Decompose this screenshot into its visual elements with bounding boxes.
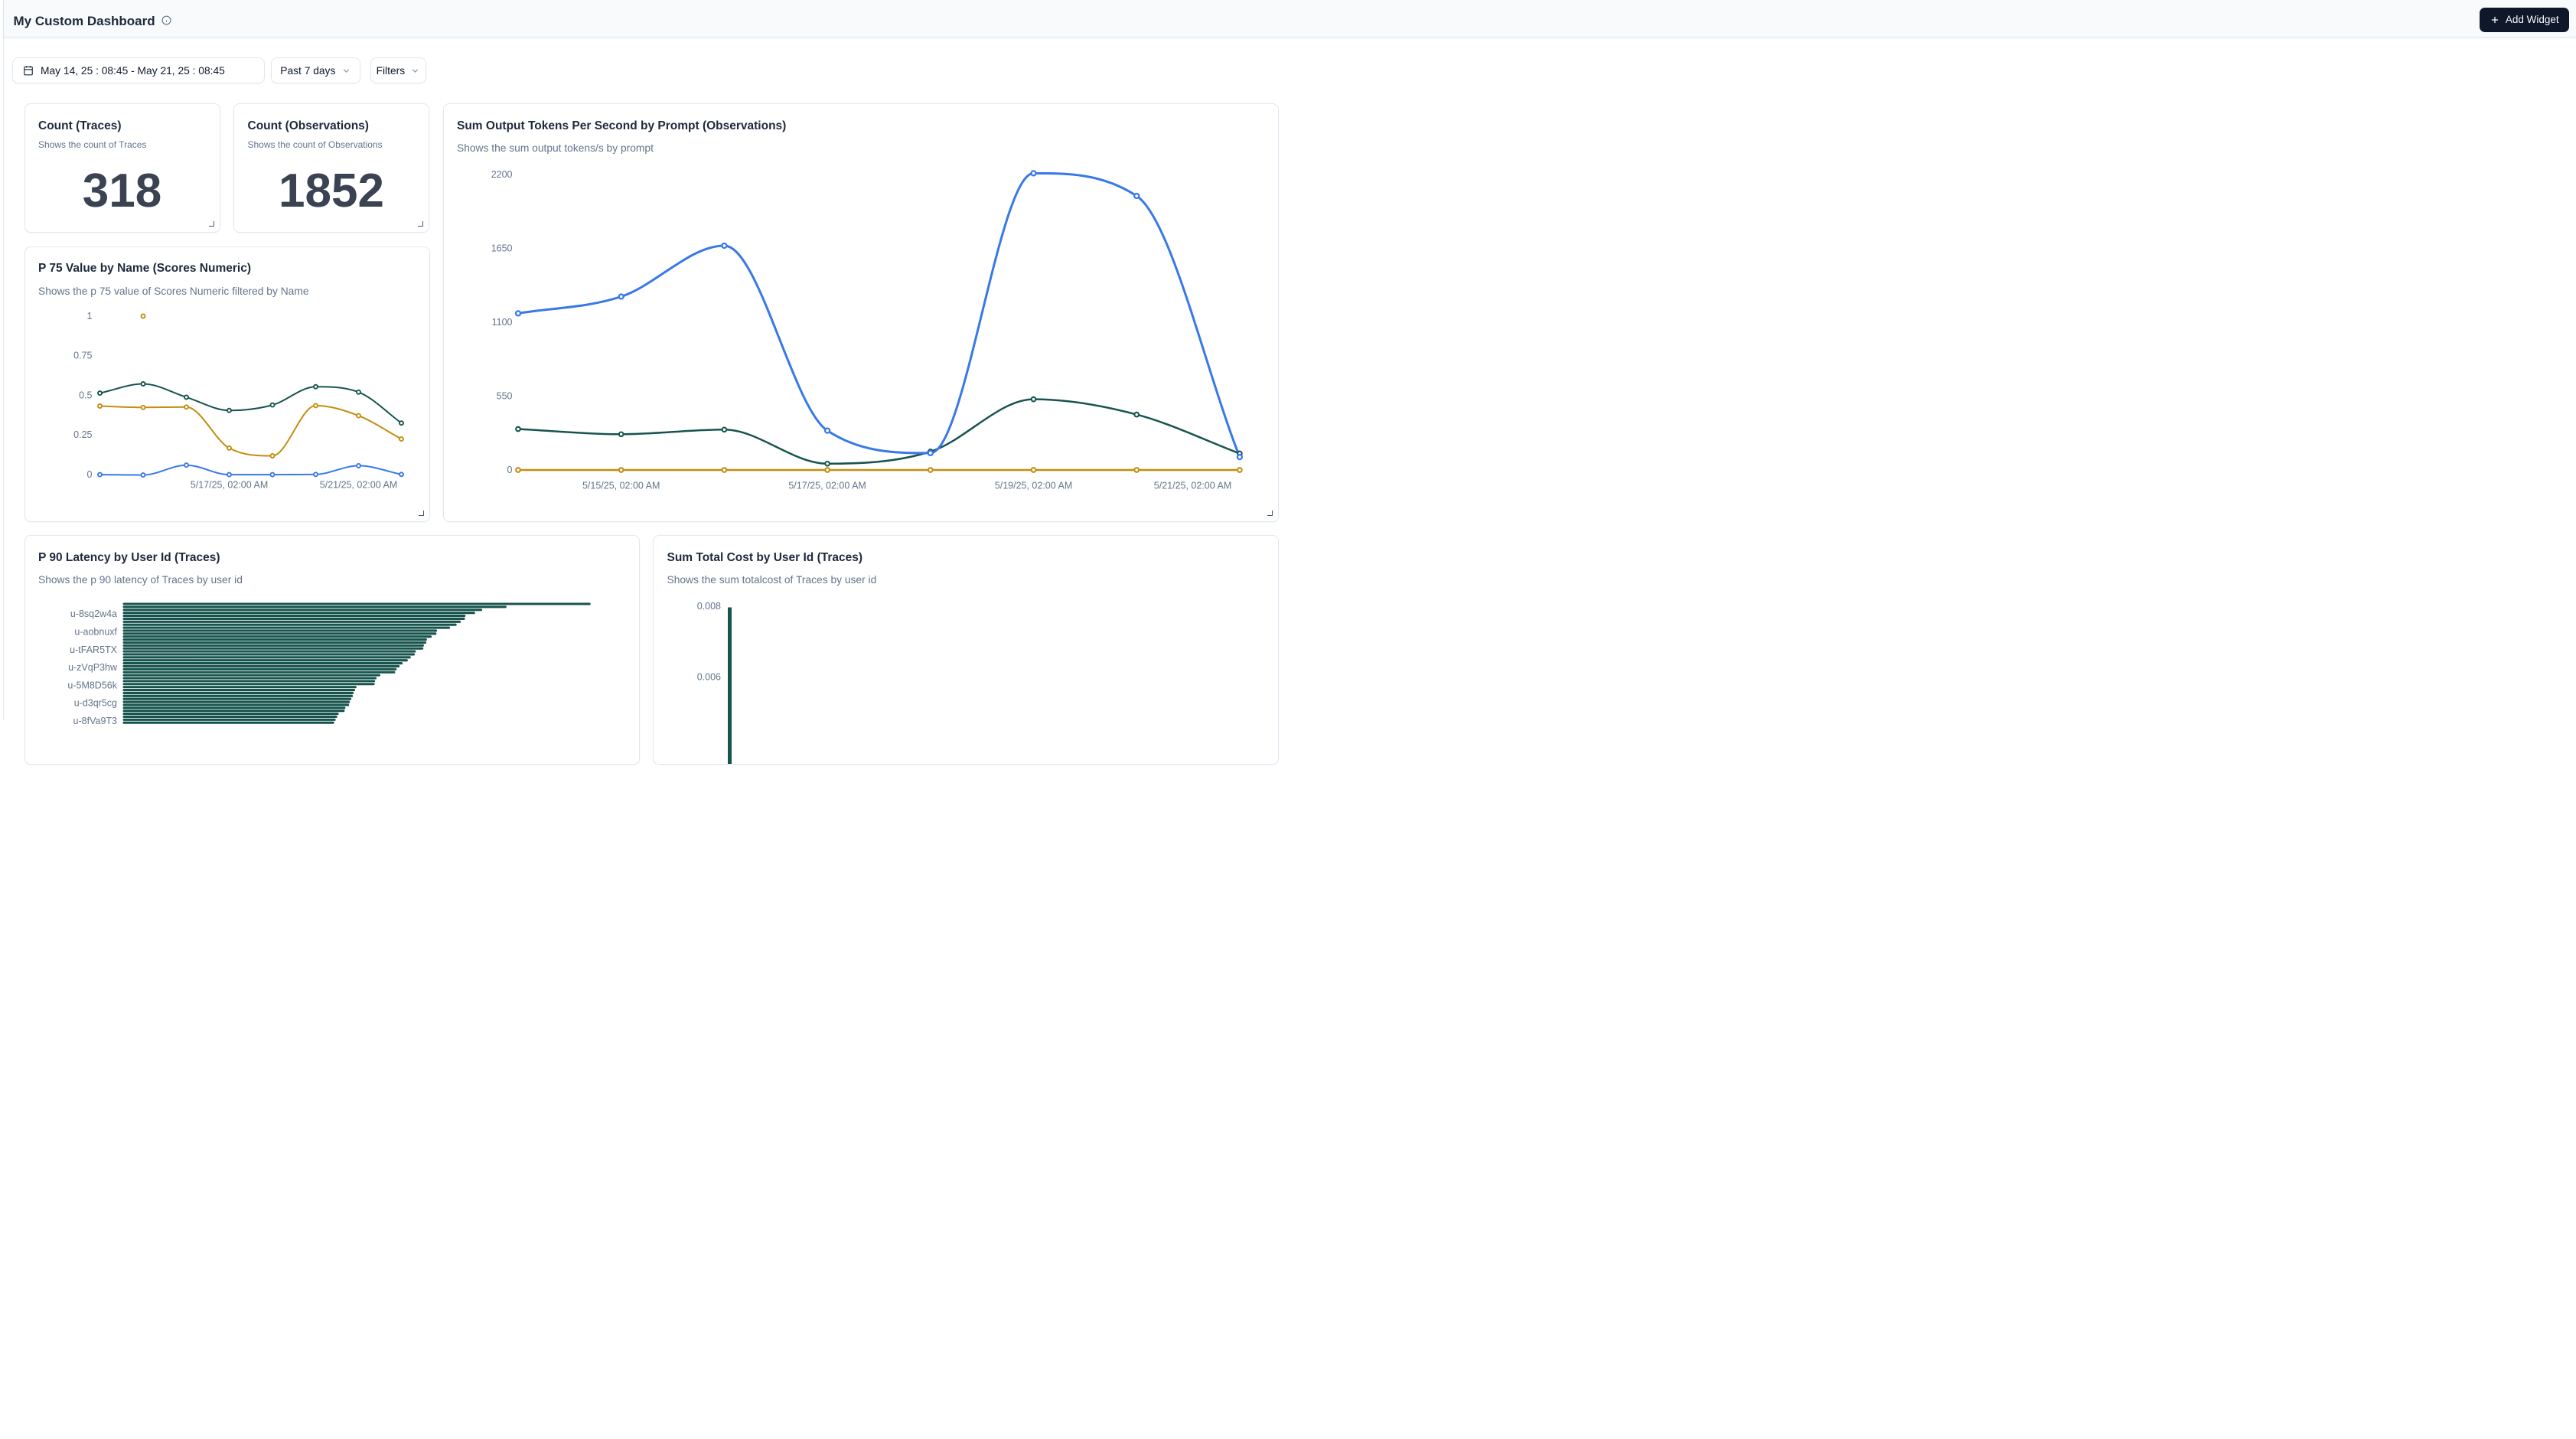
svg-text:1100: 1100 [491, 317, 512, 328]
svg-text:u-8sq2w4a: u-8sq2w4a [70, 609, 116, 619]
svg-text:0.25: 0.25 [73, 429, 92, 440]
svg-text:u-8fVa9T3: u-8fVa9T3 [73, 716, 116, 726]
svg-text:u-aobnuxf: u-aobnuxf [74, 627, 117, 638]
svg-text:0.75: 0.75 [73, 350, 92, 361]
svg-text:1650: 1650 [491, 243, 512, 254]
svg-text:5/19/25, 02:00 AM: 5/19/25, 02:00 AM [994, 481, 1071, 491]
svg-text:5/15/25, 02:00 AM: 5/15/25, 02:00 AM [582, 481, 659, 491]
svg-text:u-zVqP3hw: u-zVqP3hw [68, 662, 118, 673]
svg-text:0.006: 0.006 [697, 672, 721, 683]
svg-text:u-5M8D56k: u-5M8D56k [67, 680, 117, 690]
svg-text:1: 1 [86, 311, 92, 321]
svg-text:5/17/25, 02:00 AM: 5/17/25, 02:00 AM [788, 481, 866, 491]
svg-text:0.008: 0.008 [697, 601, 721, 612]
svg-text:5/17/25, 02:00 AM: 5/17/25, 02:00 AM [190, 479, 267, 490]
svg-text:0: 0 [86, 469, 92, 480]
svg-text:u-d3qr5cg: u-d3qr5cg [73, 698, 116, 709]
svg-text:2200: 2200 [491, 169, 512, 180]
svg-text:0: 0 [507, 465, 512, 475]
svg-text:u-tFAR5TX: u-tFAR5TX [70, 644, 117, 655]
svg-text:550: 550 [496, 391, 512, 402]
svg-text:5/21/25, 02:00 AM: 5/21/25, 02:00 AM [1153, 481, 1231, 491]
svg-text:5/21/25, 02:00 AM: 5/21/25, 02:00 AM [319, 479, 396, 490]
svg-text:0.5: 0.5 [79, 390, 92, 400]
